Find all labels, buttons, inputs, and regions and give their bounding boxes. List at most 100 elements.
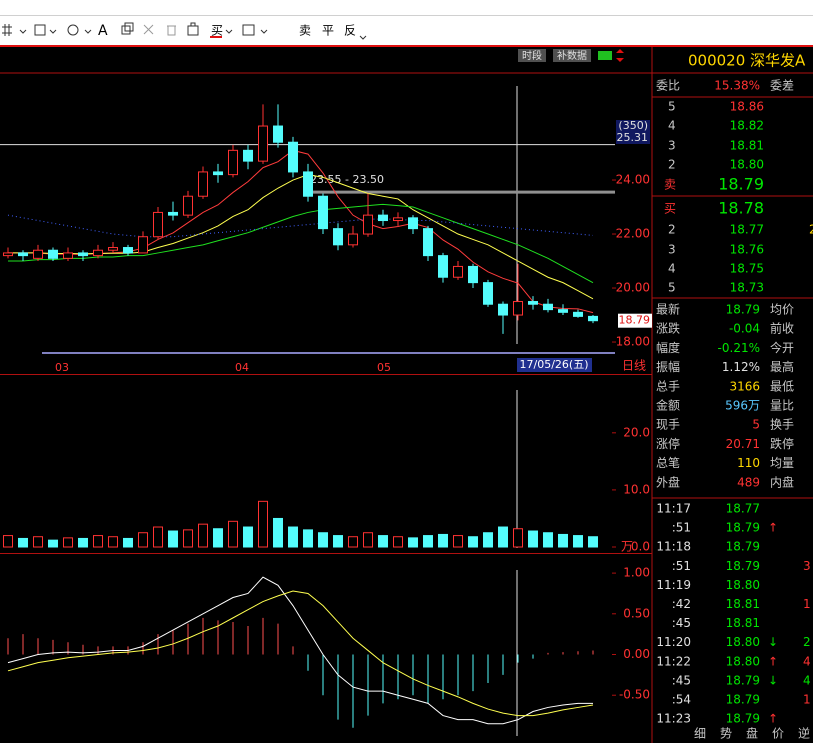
tick-time: 11:23 [656,712,691,726]
toolbar-label[interactable]: A [98,23,108,39]
candle-body [348,233,358,246]
candle-body [168,211,178,216]
stock-name: 深华发A [750,52,806,70]
candle-body [423,228,433,257]
toolbar-bg [0,0,813,46]
trash-icon[interactable] [167,25,176,36]
high-value: 25.31 [617,131,649,144]
toolbar-label[interactable]: 卖 [299,24,311,38]
tick-arrow: ↓ [768,635,778,649]
candle-body [228,149,238,176]
dropdown-icon[interactable] [359,35,367,40]
toolbar-label[interactable]: 平 [322,24,334,38]
toggle-icon[interactable] [616,49,624,62]
ma-line [8,174,594,300]
volume-bar [588,536,598,548]
volume-bar [498,526,508,548]
tick-arrow: ↑ [768,521,778,535]
candle-body [393,217,403,222]
candle-body [303,171,313,197]
order-level: 3 [668,139,676,153]
volume-bar [243,526,253,548]
volume-bar [423,535,433,548]
last-price: 18.79 [619,314,651,327]
y-tick-label: 0.00 [623,647,650,661]
volume-bar [483,532,493,548]
stat-label: 最高 [770,359,794,374]
volume-bar [168,530,178,548]
volume-bar [198,523,208,548]
stat-label: 振幅 [656,359,680,374]
dropdown-icon[interactable] [225,29,233,34]
save-icon[interactable] [242,24,255,36]
volume-bar [513,528,523,548]
dropdown-icon[interactable] [260,29,268,34]
circle-icon[interactable] [67,24,79,36]
y-tick-label: 18.00 [616,335,650,349]
tick-time: :51 [672,559,691,573]
tick-vol: 4 [803,673,811,687]
tick-price: 18.79 [726,521,760,535]
copy-icon[interactable] [121,25,131,35]
order-price: 18.86 [730,100,764,114]
cursor-date: 17/05/26(五) [520,358,589,371]
period-label[interactable]: 日线 [622,359,646,373]
candle-body [468,265,478,284]
dropdown-icon[interactable] [49,29,57,34]
panel-tab[interactable]: 逆 [798,726,810,741]
chart-button[interactable]: 补数据 [557,49,587,62]
volume-bar [48,539,58,548]
tick-price: 18.81 [726,597,760,611]
order-price: 18.80 [730,158,764,172]
candle-body [483,282,493,305]
tick-vol: 2 [803,635,811,649]
dropdown-icon[interactable] [19,29,27,34]
close-icon[interactable] [143,24,154,35]
stat-label: 换手 [770,418,794,432]
stat-label: 总笔 [656,455,680,470]
volume-bar [78,537,88,548]
y-tick-label: 0.50 [623,606,650,620]
chart-button[interactable]: 时段 [522,49,542,62]
volume-bar [3,535,13,548]
candle-body [318,195,328,230]
candle-body [123,247,133,254]
stat-label: 幅度 [656,340,680,355]
quote-value: 15.38% [714,79,760,93]
panel-tab[interactable]: 势 [720,727,732,741]
panel-tab[interactable]: 盘 [746,726,758,741]
order-price: 18.82 [730,119,764,133]
candle-body [213,171,223,176]
order-price: 18.78 [718,199,764,218]
dea-line [7,590,594,717]
grid-icon[interactable] [2,24,12,36]
candle-body [408,217,418,230]
tick-price: 18.79 [726,540,760,554]
tick-time: :45 [672,616,691,630]
candle-body [78,252,88,257]
button-bg[interactable] [553,49,591,62]
panel-tab[interactable]: 价 [772,727,784,741]
volume-bar [558,533,568,548]
copy-icon[interactable] [124,22,134,32]
panel-tab[interactable]: 细 [694,727,706,741]
dropdown-icon[interactable] [84,29,92,34]
toolbar-icons [2,22,367,40]
candle-body [513,301,523,316]
y-tick-label: 20.0 [623,425,650,439]
volume-bar [288,526,298,548]
y-tick-label: 24.00 [616,173,650,187]
date-box [517,358,592,372]
rect-icon[interactable] [34,24,46,36]
ma-line [7,214,594,238]
indicator-icon[interactable] [598,51,612,60]
candle-body [273,125,283,143]
button-bg[interactable] [518,49,546,62]
toolbar-label[interactable]: 反 [344,24,356,38]
lock-icon[interactable] [187,22,199,36]
order-level: 5 [668,100,676,114]
candle-body [438,255,448,278]
toolbar-label[interactable]: 买 [211,24,223,38]
y-tick-label: 10.0 [623,482,650,496]
